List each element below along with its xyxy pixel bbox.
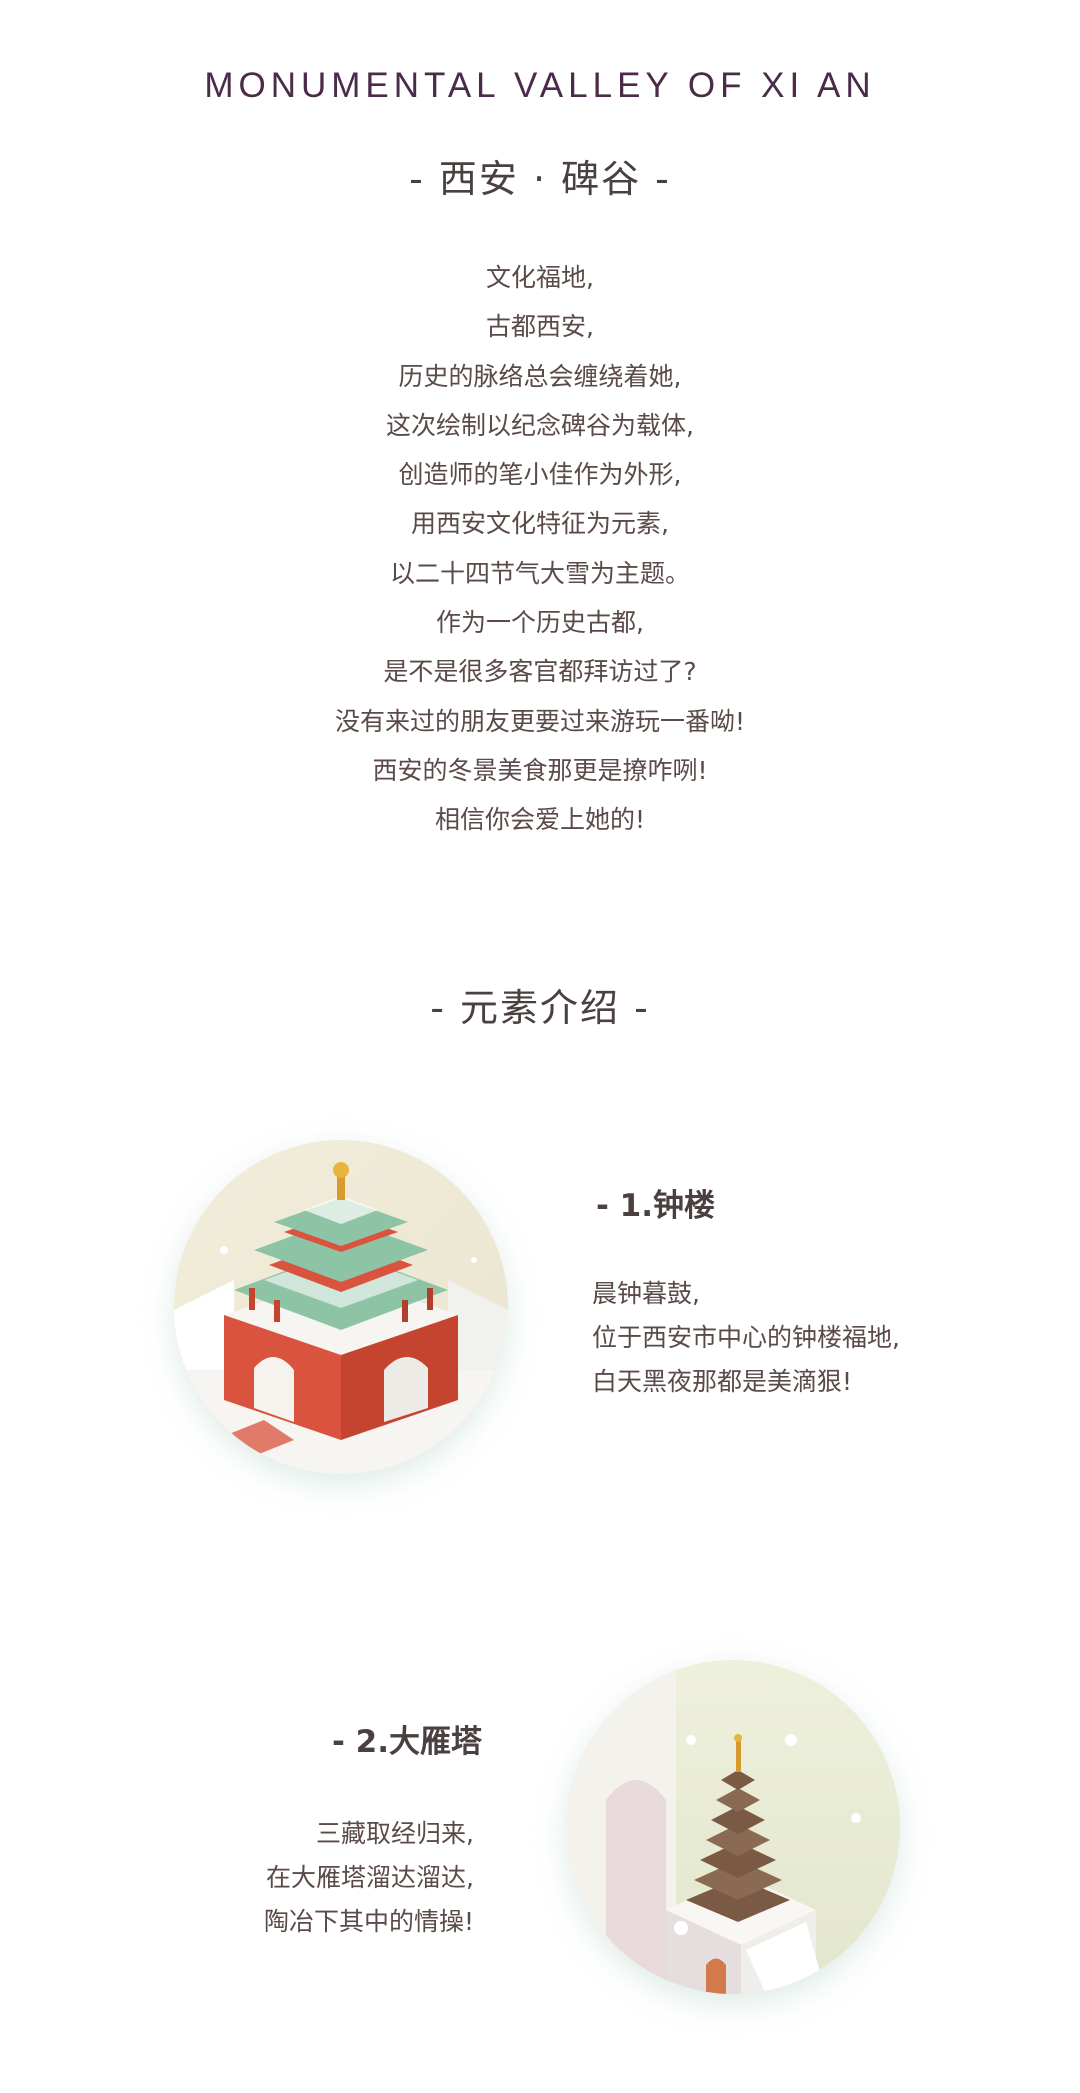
element-desc-bell-tower: 晨钟暮鼓, 位于西安市中心的钟楼福地, 白天黑夜那都是美滴狠! [592, 1272, 900, 1404]
intro-line: 用西安文化特征为元素, [411, 509, 669, 539]
desc-line: 位于西安市中心的钟楼福地, [592, 1323, 900, 1352]
intro-line: 以二十四节气大雪为主题。 [389, 558, 690, 588]
desc-line: 陶冶下其中的情操! [263, 1907, 474, 1936]
chinese-title: - 西安 · 碑谷 - [409, 157, 671, 201]
element-title-bell-tower: - 1.钟楼 [596, 1188, 716, 1224]
pagoda-image [566, 1660, 900, 1994]
intro-line: 创造师的笔小佳作为外形, [398, 460, 682, 490]
intro-line: 没有来过的朋友更要过来游玩一番呦! [334, 706, 746, 736]
intro-line: 文化福地, [486, 263, 594, 292]
intro-line: 是不是很多客官都拜访过了? [383, 657, 697, 687]
pagoda-illustration [566, 1660, 900, 1994]
element-title-pagoda: - 2.大雁塔 [332, 1724, 483, 1760]
element-desc-pagoda: 三藏取经归来, 在大雁塔溜达溜达, 陶冶下其中的情操! [200, 1812, 474, 1944]
bell-tower-illustration [174, 1140, 508, 1474]
desc-line: 晨钟暮鼓, [592, 1279, 700, 1308]
intro-line: 这次绘制以纪念碑谷为载体, [386, 410, 694, 440]
intro-line: 古都西安, [486, 312, 594, 342]
desc-line: 三藏取经归来, [316, 1819, 474, 1848]
bell-tower-image [174, 1140, 508, 1474]
english-title: MONUMENTAL VALLEY OF XI AN [204, 66, 876, 105]
intro-paragraph: 文化福地, 古都西安, 历史的脉络总会缠绕着她, 这次绘制以纪念碑谷为载体, 创… [0, 253, 1080, 845]
desc-line: 在大雁塔溜达溜达, [266, 1863, 474, 1892]
desc-line: 白天黑夜那都是美滴狠! [592, 1367, 853, 1396]
elements-section-title: - 元素介绍 - [430, 986, 650, 1030]
intro-line: 西安的冬景美食那更是撩咋咧! [372, 755, 708, 785]
intro-line: 历史的脉络总会缠绕着她, [398, 361, 682, 391]
intro-line: 作为一个历史古都, [436, 608, 644, 638]
intro-line: 相信你会爱上她的! [434, 805, 646, 835]
